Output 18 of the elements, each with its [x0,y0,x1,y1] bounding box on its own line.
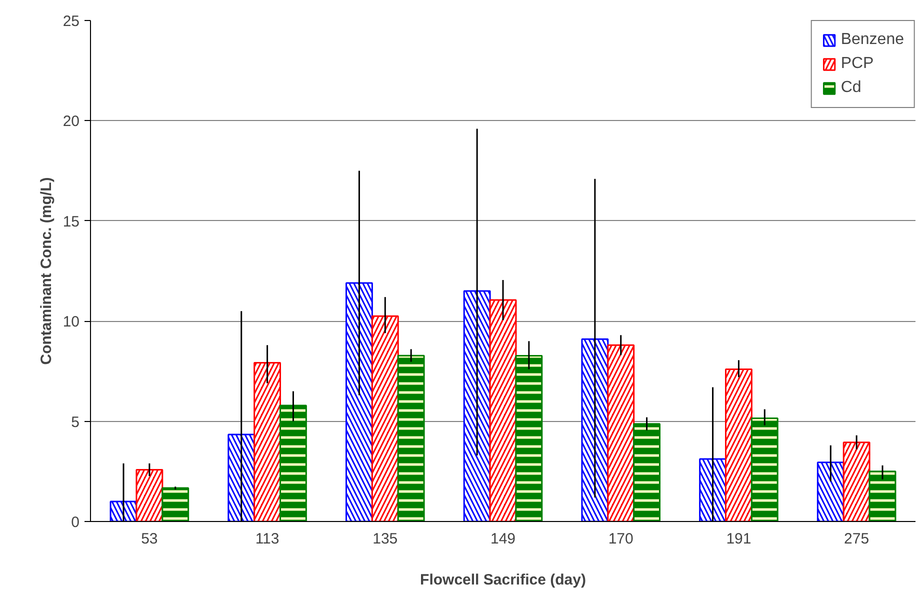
legend-label: Cd [840,79,862,97]
y-tick-label: 25 [62,13,80,30]
legend-label: PCP [840,55,874,73]
x-tick-label: 275 [844,530,870,548]
y-tick-label: 5 [71,414,80,431]
y-tick-label: 20 [62,113,80,130]
x-tick-label: 113 [255,530,280,548]
x-tick-label: 149 [490,530,516,548]
y-axis-title: Contaminant Conc. (mg/L) [38,177,55,365]
y-tick-label: 0 [71,514,80,531]
y-tick-label: 15 [62,213,80,230]
x-tick-label: 53 [141,530,158,548]
y-tick-label: 10 [62,314,80,331]
x-tick-label: 170 [608,530,634,548]
x-tick-label: 135 [372,530,398,548]
x-axis-title: Flowcell Sacrifice (day) [420,572,586,588]
legend-label: Benzene [840,31,904,49]
x-tick-label: 191 [726,530,752,548]
